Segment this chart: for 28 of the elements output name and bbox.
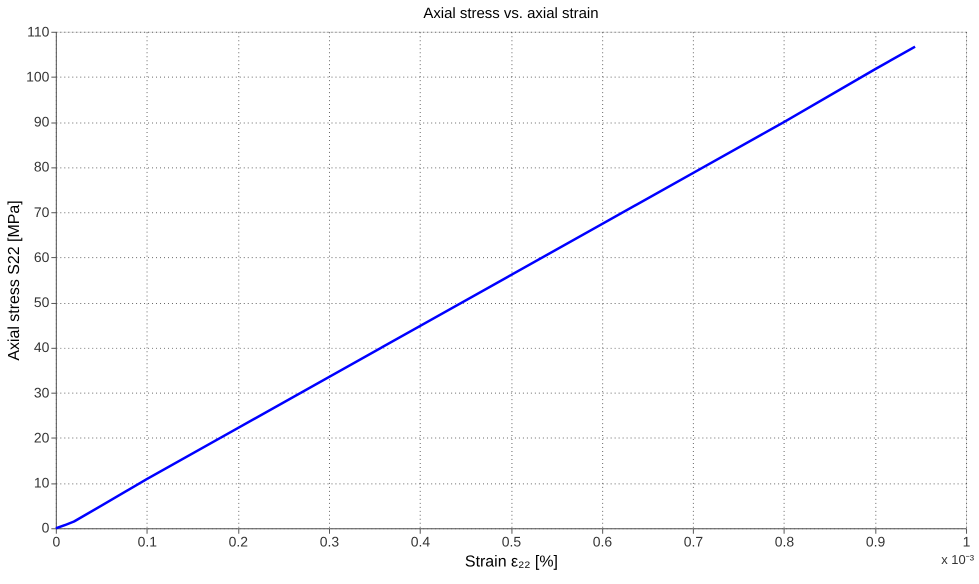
x-tick-label: 0 — [52, 534, 60, 550]
y-tick-label: 0 — [42, 520, 50, 536]
x-tick-label: 0.6 — [592, 534, 612, 550]
x-tick-label: 0.3 — [320, 534, 340, 550]
y-tick-label: 70 — [34, 204, 50, 220]
y-axis-title: Axial stress S22 [MPa] — [6, 200, 24, 361]
y-tick-label: 20 — [34, 429, 50, 446]
y-tick-label: 40 — [34, 339, 50, 356]
x-tick-label: 0.8 — [774, 534, 794, 550]
line-series — [54, 45, 916, 530]
y-tick-label: 30 — [34, 384, 50, 400]
x-tick-label: 1 — [962, 534, 971, 550]
chart-title: Axial stress vs. axial strain — [423, 4, 599, 22]
x-axis-title: Strain ε₂₂ [%] — [464, 554, 558, 571]
y-tick-label: 60 — [34, 248, 50, 265]
x-tick-label: 0.1 — [138, 534, 158, 550]
x-tick-label: 0.7 — [684, 534, 704, 550]
y-tick-label: 50 — [34, 294, 50, 310]
x-tick-label: 0.9 — [866, 534, 886, 550]
x-tick-label: 0.5 — [502, 534, 522, 550]
text: x 10⁻³ — [941, 552, 975, 568]
y-tick-label: 80 — [34, 158, 50, 175]
y-tick-label: 110 — [27, 23, 50, 40]
y-tick-label: 10 — [34, 474, 50, 491]
y-tick-label: 100 — [26, 68, 50, 84]
x-tick-label: 0.4 — [410, 534, 430, 550]
x-tick-label: 0.2 — [228, 534, 248, 550]
y-tick-label: 90 — [34, 114, 50, 130]
